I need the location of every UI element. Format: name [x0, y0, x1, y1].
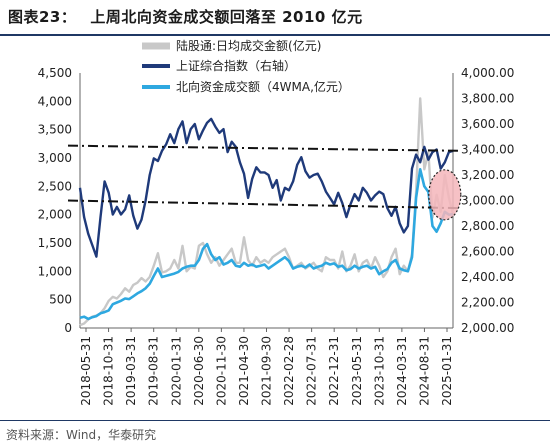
- x-tick-label: 2021-09-30: [260, 336, 274, 406]
- highlight-circle: [428, 169, 462, 221]
- y-right-tick-label: 2,200.00: [461, 296, 514, 310]
- y-right-tick-label: 4,000.00: [461, 66, 514, 80]
- x-tick-label: 2018-10-31: [102, 336, 116, 406]
- y-right-tick-label: 3,800.00: [461, 92, 514, 106]
- y-left-tick-label: 2,500: [38, 179, 72, 193]
- series-sse-index-line: [78, 117, 454, 258]
- y-right-tick-label: 2,400.00: [461, 270, 514, 284]
- x-tick-label: 2023-05-31: [350, 336, 364, 406]
- figure-title-text: 上周北向资金成交额回落至 2010 亿元: [90, 8, 363, 26]
- legend-label-2: 上证综合指数（右轴）: [176, 58, 296, 73]
- x-tick-label: 2022-07-31: [305, 336, 319, 406]
- y-right-tick-label: 2,800.00: [461, 219, 514, 233]
- y-left-tick-label: 0: [64, 321, 72, 335]
- y-left-tick-label: 4,000: [38, 94, 72, 108]
- bottom-rule: [0, 420, 550, 421]
- x-tick-label: 2020-01-31: [169, 336, 183, 406]
- x-tick-label: 2024-03-31: [395, 336, 409, 406]
- y-left-tick-label: 1,500: [38, 236, 72, 250]
- figure-title: 图表23： 上周北向资金成交额回落至 2010 亿元: [8, 6, 363, 27]
- y-right-tick-label: 3,200.00: [461, 168, 514, 182]
- legend-label-1: 陆股通:日均成交金额(亿元): [176, 38, 321, 53]
- y-left-tick-label: 3,000: [38, 151, 72, 165]
- series-northbound-4wma-line: [79, 168, 454, 321]
- x-tick-label: 2023-10-31: [372, 336, 386, 406]
- figure-source: 资料来源：Wind，华泰研究: [6, 428, 157, 442]
- title-rule: [0, 34, 550, 36]
- figure-label: 图表23：: [8, 8, 77, 26]
- y-right-tick-label: 3,000.00: [461, 194, 514, 208]
- y-left-tick-label: 1,000: [38, 264, 72, 278]
- y-left-tick-label: 500: [49, 293, 72, 307]
- x-tick-label: 2022-12-31: [327, 336, 341, 406]
- series-daily-turnover-line: [79, 97, 455, 327]
- y-left-tick-label: 4,500: [38, 66, 72, 80]
- x-tick-label: 2019-03-31: [124, 336, 138, 406]
- y-left-tick-label: 3,500: [38, 123, 72, 137]
- y-right-tick-label: 3,400.00: [461, 143, 514, 157]
- x-tick-label: 2024-08-31: [417, 336, 431, 406]
- y-left-tick-label: 2,000: [38, 208, 72, 222]
- x-tick-label: 2021-04-30: [237, 336, 251, 406]
- x-tick-label: 2018-05-31: [79, 336, 93, 406]
- x-tick-label: 2020-06-30: [192, 336, 206, 406]
- x-tick-label: 2025-01-31: [440, 336, 454, 406]
- y-right-tick-label: 3,600.00: [461, 117, 514, 131]
- reference-line-2: [67, 199, 460, 210]
- x-tick-label: 2022-02-28: [282, 336, 296, 406]
- reference-line-1: [67, 144, 460, 152]
- chart: 0 500 1,000 1,500 2,000 2,500 3,000 3,500 4,000 4…: [38, 38, 515, 406]
- legend-label-3: 北向资金成交额（4WMA,亿元）: [176, 79, 350, 94]
- y-right-tick-label: 2,600.00: [461, 245, 514, 259]
- y-right-tick-label: 2,000.00: [461, 321, 514, 335]
- x-tick-label: 2020-11-30: [214, 336, 228, 406]
- x-tick-label: 2019-08-31: [147, 336, 161, 406]
